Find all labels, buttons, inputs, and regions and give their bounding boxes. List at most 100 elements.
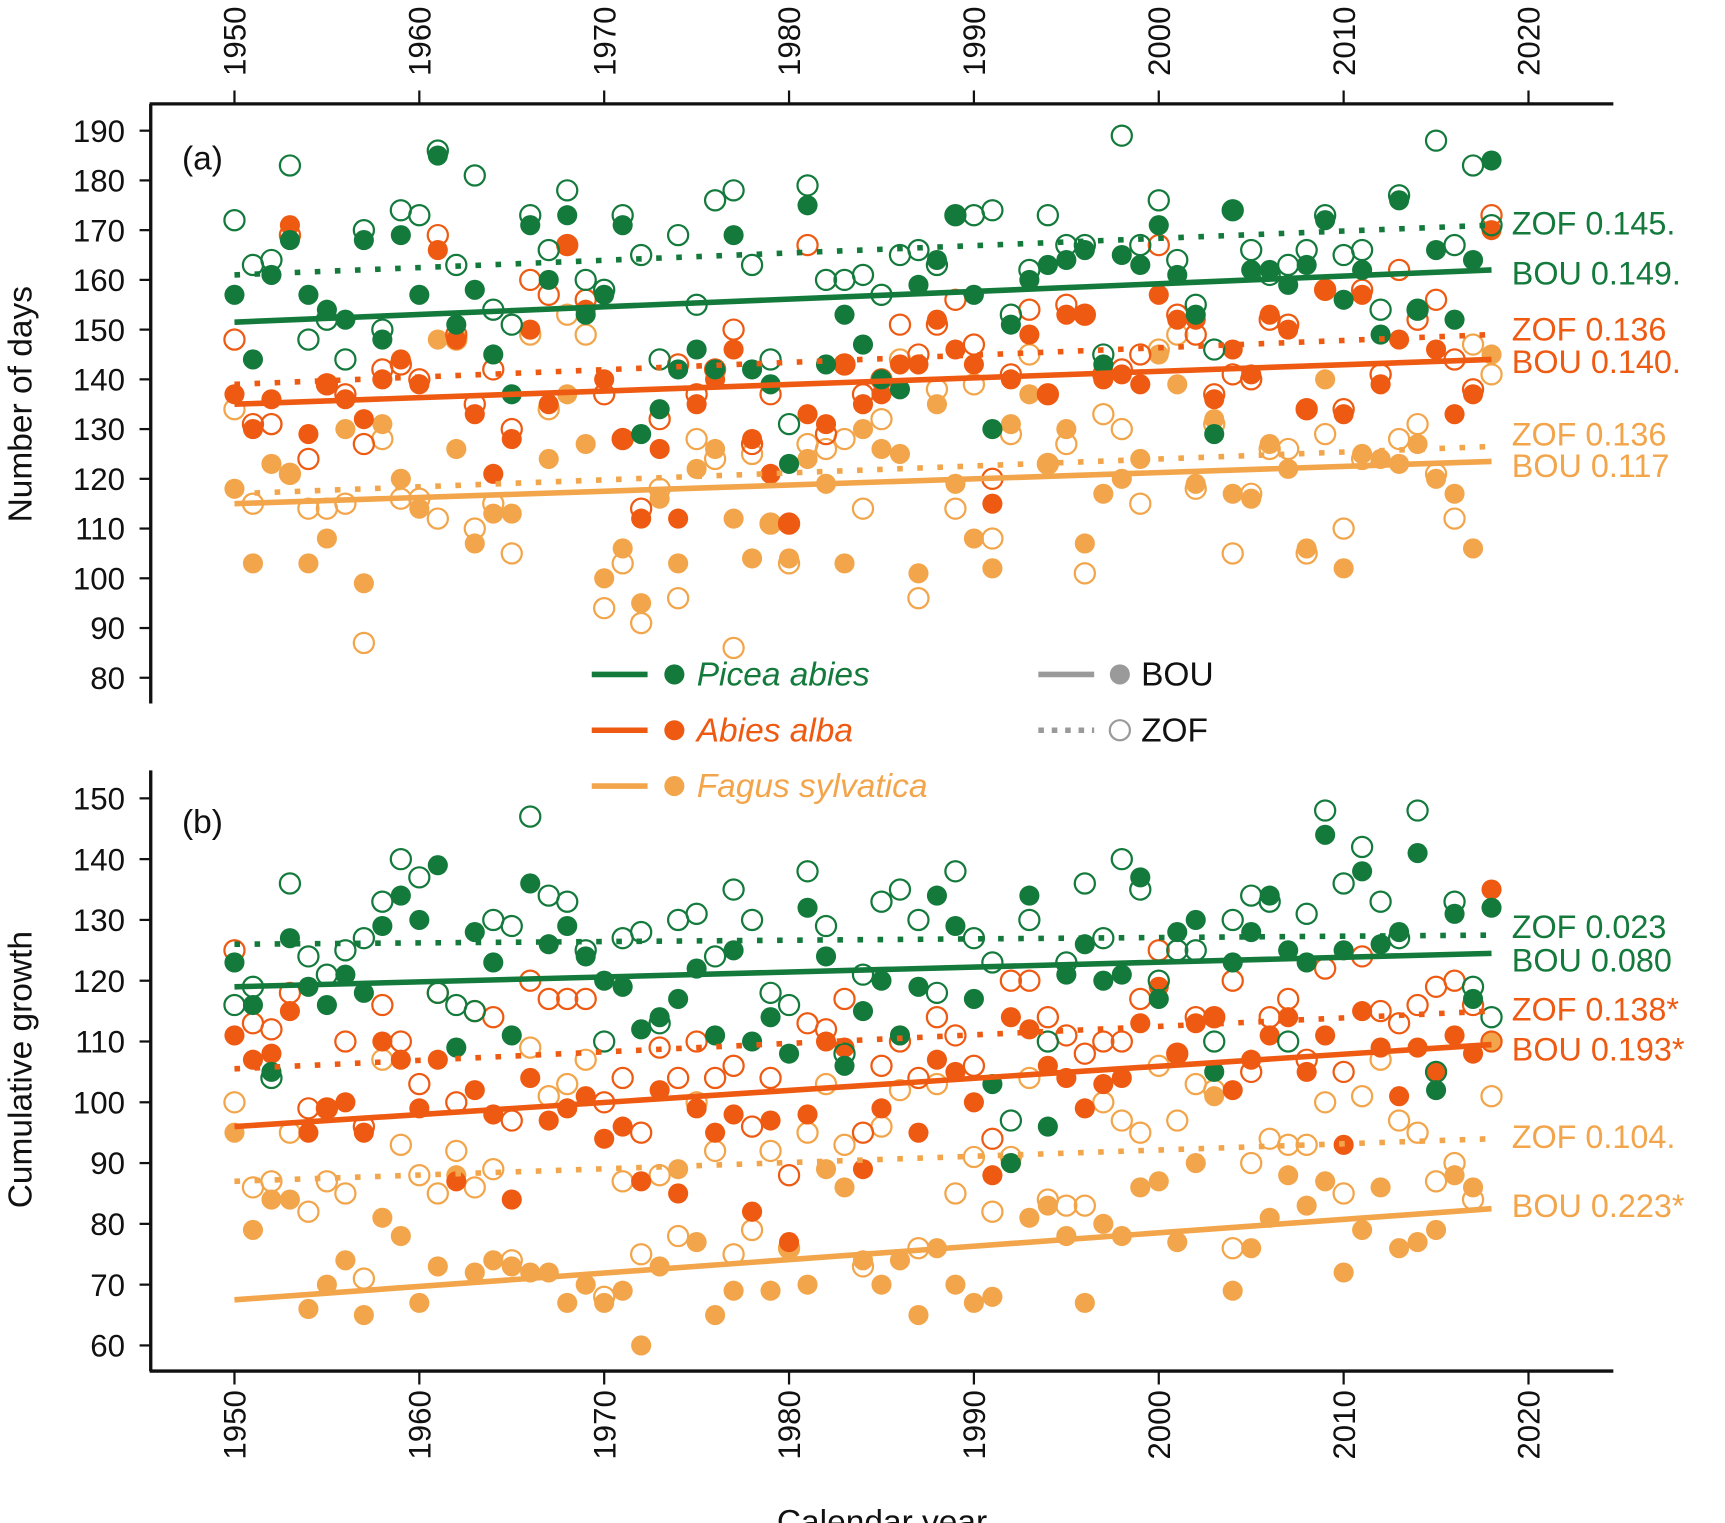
point-a-picea-bou xyxy=(279,230,300,251)
point-b-fagus-bou xyxy=(760,1280,781,1301)
point-a-picea-bou xyxy=(908,274,929,295)
point-b-fagus-bou xyxy=(298,1298,319,1320)
point-b-picea-bou xyxy=(1389,922,1410,943)
point-b-picea-zof xyxy=(1332,872,1355,895)
point-b-abies-zof xyxy=(740,1115,764,1138)
point-b-fagus-bou xyxy=(1426,1219,1447,1240)
point-a-fagus-bou xyxy=(1056,419,1077,440)
point-a-picea-zof xyxy=(1036,204,1060,227)
point-a-abies-bou xyxy=(797,404,818,425)
point-a-picea-zof xyxy=(1443,233,1466,257)
point-b-fagus-zof xyxy=(297,1200,320,1223)
point-a-picea-zof xyxy=(962,204,986,227)
point-b-picea-zof xyxy=(611,926,634,950)
point-b-fagus-bou xyxy=(908,1304,929,1326)
point-a-picea-bou xyxy=(1296,254,1317,276)
point-a-fagus-zof xyxy=(833,427,856,451)
point-a-picea-bou xyxy=(612,215,633,236)
point-b-abies-bou xyxy=(242,1049,264,1070)
point-b-abies-zof xyxy=(556,987,579,1011)
point-b-picea-zof xyxy=(463,999,486,1023)
point-a-picea-bou xyxy=(1389,190,1410,211)
point-b-abies-zof xyxy=(1277,987,1300,1011)
point-b-picea-zof xyxy=(888,878,912,901)
point-a-abies-bou xyxy=(1370,374,1391,395)
point-b-abies-zof xyxy=(1424,975,1448,998)
point-b-picea-zof xyxy=(519,805,542,828)
trend-line-a-fagus-bou xyxy=(234,458,1492,507)
point-a-fagus-bou xyxy=(316,528,337,549)
point-b-fagus-bou xyxy=(390,1225,411,1247)
point-b-picea-zof xyxy=(1424,1060,1448,1084)
point-b-picea-zof xyxy=(1295,902,1318,926)
point-b-fagus-zof xyxy=(629,1243,653,1266)
point-b-fagus-bou xyxy=(1370,1177,1391,1198)
y-tick-label-b: 130 xyxy=(73,903,125,938)
point-b-picea-zof xyxy=(1073,872,1096,895)
point-b-picea-zof xyxy=(740,908,764,932)
point-a-picea-bou xyxy=(1407,299,1428,320)
point-b-abies-bou xyxy=(372,1031,393,1052)
point-b-picea-bou xyxy=(908,976,929,997)
point-b-picea-bou xyxy=(1204,1061,1225,1082)
point-a-fagus-bou xyxy=(1426,468,1447,489)
point-b-fagus-bou xyxy=(1241,1238,1262,1259)
point-b-abies-zof xyxy=(1129,987,1152,1011)
point-a-abies-bou xyxy=(353,409,374,430)
point-a-abies-bou xyxy=(1019,324,1040,345)
point-b-picea-bou xyxy=(649,1007,670,1028)
trend-label-a-abies-zof: ZOF 0.136 xyxy=(1512,312,1667,348)
point-a-fagus-zof xyxy=(722,636,745,660)
point-a-picea-bou xyxy=(779,453,800,474)
point-a-abies-bou xyxy=(649,438,670,460)
point-b-fagus-bou xyxy=(1093,1213,1114,1234)
point-b-fagus-zof xyxy=(389,1133,413,1156)
point-a-abies-bou xyxy=(316,374,337,395)
point-a-picea-zof xyxy=(777,412,801,436)
point-b-abies-zof xyxy=(833,987,856,1011)
point-b-fagus-zof xyxy=(611,1170,634,1193)
point-a-picea-bou xyxy=(815,354,837,375)
point-b-abies-zof xyxy=(1018,969,1041,992)
point-a-fagus-bou xyxy=(335,419,356,440)
point-b-picea-zof xyxy=(537,884,560,907)
x-tick-label-b: 1990 xyxy=(957,1390,992,1460)
point-b-picea-zof xyxy=(278,872,302,895)
point-b-abies-zof xyxy=(703,1066,727,1090)
point-a-abies-bou xyxy=(908,354,929,375)
point-a-fagus-bou xyxy=(1000,414,1021,435)
point-a-fagus-zof xyxy=(870,407,893,431)
trend-label-a-abies-bou: BOU 0.140. xyxy=(1512,344,1681,380)
point-b-fagus-zof xyxy=(352,1267,376,1290)
trend-line-a-picea-zof xyxy=(234,222,1492,278)
point-b-picea-bou xyxy=(1148,988,1169,1009)
point-a-picea-zof xyxy=(500,313,523,336)
point-b-fagus-zof xyxy=(759,1139,782,1163)
point-a-abies-bou xyxy=(742,428,763,450)
point-a-fagus-bou xyxy=(834,553,855,574)
point-b-abies-bou xyxy=(316,1098,337,1119)
legend-picea-label: Picea abies xyxy=(697,657,870,694)
point-b-abies-bou xyxy=(298,1122,319,1143)
point-b-abies-bou xyxy=(261,1043,282,1064)
point-a-fagus-bou xyxy=(483,503,504,524)
point-a-fagus-bou xyxy=(538,448,559,469)
point-a-abies-zof xyxy=(223,328,246,351)
point-b-fagus-bou xyxy=(1278,1165,1299,1186)
point-a-picea-zof xyxy=(907,238,930,262)
point-b-abies-bou xyxy=(520,1067,541,1089)
point-b-fagus-bou xyxy=(889,1250,911,1271)
point-a-fagus-bou xyxy=(372,414,393,435)
point-a-abies-zof xyxy=(796,233,819,257)
point-a-fagus-bou xyxy=(723,508,744,529)
point-b-abies-zof xyxy=(1221,969,1244,992)
point-b-picea-zof xyxy=(981,951,1004,974)
point-b-fagus-zof xyxy=(944,1182,967,1205)
point-b-fagus-zof xyxy=(1480,1085,1503,1108)
point-b-picea-zof xyxy=(1203,1030,1226,1053)
point-a-picea-bou xyxy=(1000,314,1021,335)
point-a-fagus-zof xyxy=(1221,542,1244,565)
point-b-picea-zof xyxy=(851,963,875,986)
point-b-fagus-bou xyxy=(261,1189,282,1210)
trend-line-b-picea-zof xyxy=(234,932,1492,948)
